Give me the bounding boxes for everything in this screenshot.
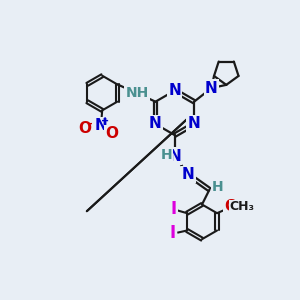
Text: O: O [78,122,92,136]
Text: I: I [169,224,175,242]
Text: O: O [224,200,237,214]
Text: +: + [101,116,110,126]
Text: N: N [149,116,162,131]
Text: N: N [182,167,195,182]
Text: N: N [94,118,107,133]
Text: NH: NH [125,86,148,100]
Text: N: N [168,149,181,164]
Text: I: I [170,200,176,218]
Text: -: - [88,119,92,129]
Text: N: N [188,116,200,131]
Text: O: O [106,126,118,141]
Text: H: H [161,148,173,162]
Text: N: N [205,81,218,96]
Text: H: H [212,180,223,194]
Text: N: N [168,83,181,98]
Text: CH₃: CH₃ [229,200,254,214]
